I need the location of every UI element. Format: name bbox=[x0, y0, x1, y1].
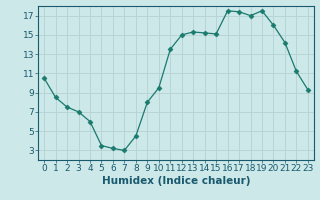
X-axis label: Humidex (Indice chaleur): Humidex (Indice chaleur) bbox=[102, 176, 250, 186]
